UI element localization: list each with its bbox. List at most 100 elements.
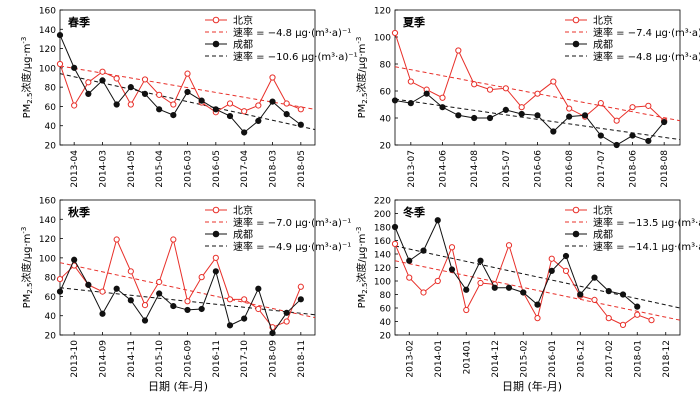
data-point: [597, 100, 604, 107]
data-point: [562, 267, 570, 274]
x-tick-label: 2014-12: [491, 340, 501, 378]
trend-line: [59, 73, 316, 131]
data-point: [448, 244, 456, 251]
data-point: [113, 75, 120, 82]
data-point: [156, 278, 163, 286]
data-point: [127, 84, 134, 91]
x-tick-label: 2014-03: [99, 150, 109, 188]
data-point: [184, 298, 191, 305]
legend-marker: [212, 16, 220, 24]
y-axis-label: PM2.5浓度/μg·m-3: [355, 227, 369, 309]
y-tick-label: 100: [39, 254, 56, 264]
data-point: [198, 97, 205, 104]
x-tick-label: 2014-06: [439, 150, 449, 188]
data-point: [226, 112, 234, 120]
data-point: [548, 255, 555, 262]
data-point: [407, 78, 414, 85]
data-point: [455, 112, 462, 119]
series-line: [394, 32, 665, 122]
chart-panels: 20406080100120140160PM2.5浓度/μg·m-32013-0…: [20, 7, 700, 378]
data-point: [629, 104, 636, 111]
x-tick-label: 2014-11: [127, 340, 137, 378]
y-tick-label: 80: [380, 291, 392, 301]
x-tick-label: 2014-05: [127, 150, 137, 188]
y-tick-label: 20: [45, 332, 57, 342]
series-line: [59, 258, 302, 335]
data-point: [71, 102, 78, 109]
legend-marker: [212, 230, 220, 238]
data-point: [99, 77, 106, 84]
y-axis-label-sub: 2.5: [26, 93, 34, 104]
data-point: [141, 302, 149, 309]
x-tick-label: 2014-09: [99, 340, 109, 378]
data-point: [226, 322, 234, 329]
series-line: [394, 218, 638, 308]
y-tick-label: 40: [380, 115, 392, 125]
data-point: [269, 98, 276, 105]
y-axis-label-tail: 浓度/μg·m: [355, 44, 368, 93]
data-point: [391, 97, 399, 104]
data-point: [184, 70, 191, 77]
x-tick-label: 2015-02: [519, 340, 529, 378]
x-tick-label: 2018-08: [660, 150, 670, 188]
data-point: [241, 108, 248, 115]
data-point: [269, 74, 276, 81]
data-point: [505, 284, 513, 291]
chart-panel: 20 40 60 80 100 120 140 160 PM2.5浓度/μg·m-3 2013-0…: [20, 7, 358, 188]
y-tick-label: 60: [380, 88, 392, 98]
x-tick-label: 2015-04: [155, 150, 165, 188]
y-tick-label: 140: [39, 216, 56, 226]
x-tick-label: 2014-08: [470, 150, 480, 188]
data-point: [99, 288, 106, 295]
data-point: [113, 236, 120, 243]
data-point: [463, 306, 470, 314]
legend-marker: [212, 206, 220, 214]
x-tick-label: 2014-01: [434, 340, 444, 378]
data-point: [255, 285, 262, 292]
data-point: [391, 29, 399, 37]
data-point: [486, 86, 494, 93]
data-point: [566, 105, 573, 112]
y-axis-label-sub: 2.5: [361, 93, 369, 104]
data-point: [420, 247, 427, 254]
x-tick-label: 2013-04: [70, 150, 80, 188]
data-point: [283, 100, 290, 107]
data-point: [56, 31, 64, 39]
legend-marker: [572, 230, 580, 238]
series-line: [394, 93, 665, 146]
x-tick-label: 2016-06: [534, 150, 544, 188]
y-tick-label: 120: [39, 45, 56, 55]
data-point: [212, 106, 219, 113]
season-label: 冬季: [403, 205, 426, 219]
y-axis-label: PM2.5浓度/μg·m-3: [20, 227, 34, 309]
data-point: [518, 104, 525, 111]
data-point: [170, 302, 177, 310]
x-tick-label: 2016-01: [548, 340, 558, 378]
data-point: [463, 286, 470, 293]
data-point: [283, 111, 290, 118]
data-point: [486, 114, 494, 122]
x-tick-label: 2018-11: [297, 340, 307, 378]
x-tick-label: 2017-02: [605, 340, 615, 378]
data-point: [591, 274, 598, 281]
data-point: [241, 315, 248, 322]
data-point: [85, 79, 92, 86]
x-tick-label: 201401: [462, 340, 472, 374]
y-tick-label: 100: [374, 278, 391, 288]
chart-panel: 20 40 60 80 100 120 PM2.5浓度/μg·m-3 2013-07 2014-…: [355, 7, 700, 188]
trend-line: [59, 262, 316, 319]
x-tick-label: 2018-12: [662, 340, 672, 378]
x-axis-label: 日期 (年-月): [148, 379, 208, 393]
data-point: [212, 254, 219, 261]
data-point: [613, 141, 620, 149]
data-point: [170, 101, 177, 108]
data-point: [141, 76, 149, 83]
data-point: [534, 301, 541, 308]
y-tick-label: 80: [45, 274, 57, 284]
y-tick-label: 220: [374, 197, 391, 207]
data-point: [661, 118, 668, 126]
data-point: [170, 236, 177, 243]
data-point: [534, 112, 541, 119]
x-tick-label: 2017-10: [240, 340, 250, 378]
y-axis-label: PM2.5浓度/μg·m-3: [20, 37, 34, 119]
